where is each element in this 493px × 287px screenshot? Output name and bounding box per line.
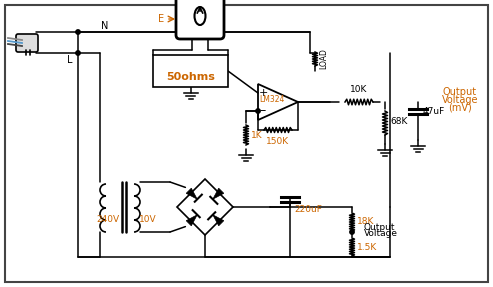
FancyBboxPatch shape — [16, 34, 38, 52]
Circle shape — [76, 30, 80, 34]
Text: 10V: 10V — [139, 214, 157, 224]
Text: LM324: LM324 — [259, 94, 284, 104]
Text: L: L — [67, 55, 73, 65]
Text: 47uF: 47uF — [423, 106, 445, 115]
Text: Voltage: Voltage — [364, 230, 398, 238]
FancyBboxPatch shape — [176, 0, 224, 39]
Circle shape — [350, 230, 354, 234]
Text: –: – — [260, 104, 266, 117]
Text: (mV): (mV) — [448, 103, 472, 113]
Ellipse shape — [195, 7, 206, 25]
Text: 68K: 68K — [390, 117, 407, 127]
Text: N: N — [102, 21, 108, 31]
Text: Output: Output — [443, 87, 477, 97]
Polygon shape — [213, 188, 224, 199]
Polygon shape — [186, 215, 197, 226]
Text: Voltage: Voltage — [442, 95, 478, 105]
Text: LOAD: LOAD — [319, 49, 328, 69]
Text: 18K: 18K — [357, 218, 374, 226]
Text: Output: Output — [364, 222, 395, 232]
Text: 1K: 1K — [251, 131, 263, 139]
Circle shape — [256, 109, 260, 113]
Circle shape — [76, 51, 80, 55]
Text: +: + — [258, 88, 268, 98]
Polygon shape — [186, 188, 197, 199]
Text: 220uF: 220uF — [294, 205, 322, 214]
Text: 150K: 150K — [266, 137, 289, 146]
Bar — [153, 55, 228, 87]
Text: 50ohms: 50ohms — [166, 72, 215, 82]
Text: 240V: 240V — [97, 214, 120, 224]
Text: 10K: 10K — [351, 85, 368, 94]
Text: 1.5K: 1.5K — [357, 243, 377, 251]
Text: E: E — [158, 14, 164, 24]
Polygon shape — [213, 215, 224, 226]
